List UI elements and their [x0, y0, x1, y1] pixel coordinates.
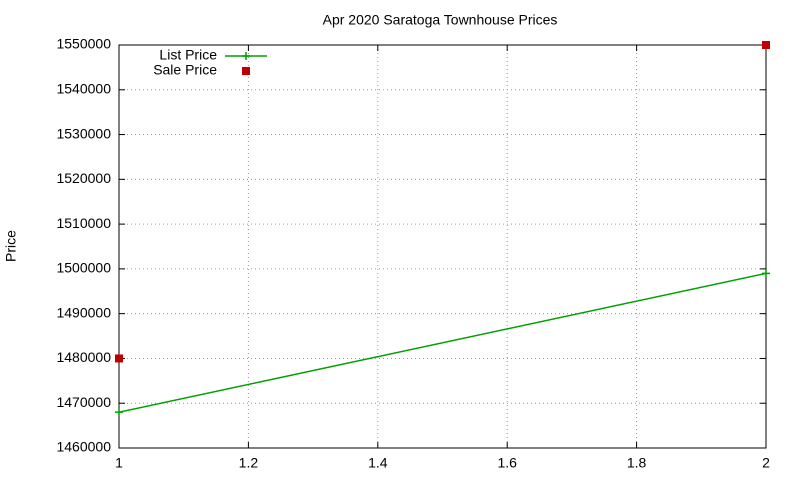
y-tick-label: 1470000	[56, 394, 111, 410]
legend-label: List Price	[159, 47, 217, 63]
x-tick-label: 1.2	[239, 455, 259, 471]
x-tick-label: 1	[115, 455, 123, 471]
x-tick-label: 1.4	[368, 455, 388, 471]
y-tick-label: 1500000	[56, 260, 111, 276]
y-tick-label: 1530000	[56, 125, 111, 141]
legend-marker	[242, 52, 250, 60]
data-point	[115, 408, 123, 417]
y-tick-label: 1480000	[56, 349, 111, 365]
legend-label: Sale Price	[153, 62, 217, 78]
y-tick-label: 1490000	[56, 304, 111, 320]
y-tick-label: 1510000	[56, 215, 111, 231]
y-tick-label: 1550000	[56, 36, 111, 52]
plot-frame	[118, 44, 767, 449]
legend-marker	[242, 67, 250, 75]
y-tick-label: 1460000	[56, 439, 111, 455]
x-tick-label: 1.6	[497, 455, 517, 471]
data-line	[118, 272, 767, 413]
x-tick-label: 1.8	[627, 455, 647, 471]
data-point	[762, 41, 770, 49]
y-tick-label: 1520000	[56, 170, 111, 186]
data-point	[115, 354, 123, 363]
y-tick-label: 1540000	[56, 80, 111, 96]
x-tick-label: 2	[762, 455, 770, 471]
y-axis-label: Price	[3, 230, 19, 262]
chart-title: Apr 2020 Saratoga Townhouse Prices	[323, 12, 558, 28]
data-point	[762, 269, 770, 278]
